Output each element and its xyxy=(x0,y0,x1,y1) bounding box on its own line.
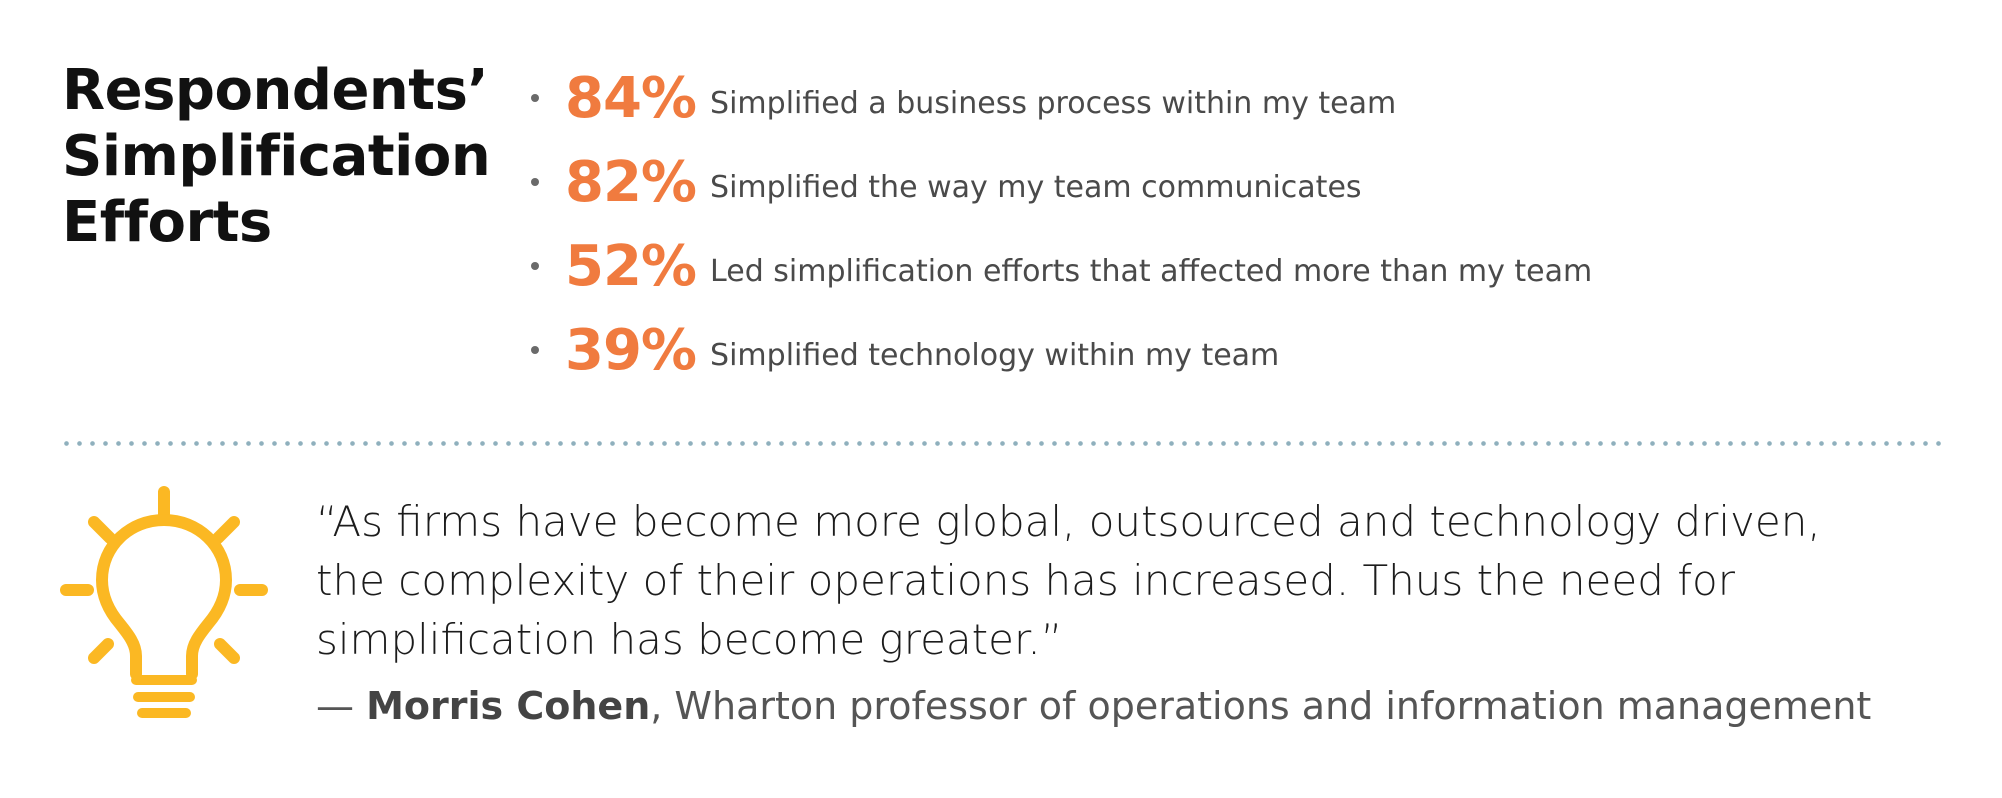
section-title-line-1: Respondents’ xyxy=(62,58,489,123)
stat-label: Led simplification efforts that affected… xyxy=(710,253,1593,289)
stat-item: 39% Simplified technology within my team xyxy=(520,308,1592,392)
section-title: Respondents’ Simplification Efforts xyxy=(62,58,502,256)
dotted-divider xyxy=(60,441,1948,446)
quote-line-3: simplification has become greater.” xyxy=(316,615,1063,664)
quote-author: Morris Cohen xyxy=(366,684,651,728)
section-title-line-2: Simplification xyxy=(62,124,491,189)
bullet-icon xyxy=(531,262,539,270)
quote-line-1: “As firms have become more global, outso… xyxy=(316,497,1821,546)
stats-list: 84% Simplified a business process within… xyxy=(520,56,1592,392)
stat-percentage: 82% xyxy=(565,149,697,215)
stat-label: Simplified technology within my team xyxy=(710,337,1280,373)
stat-percentage: 52% xyxy=(565,233,697,299)
lightbulb-icon xyxy=(60,486,268,718)
stat-percentage: 84% xyxy=(565,65,697,131)
quote-attribution: — Morris Cohen, Wharton professor of ope… xyxy=(316,684,1956,728)
section-title-line-3: Efforts xyxy=(62,190,272,255)
bullet-icon xyxy=(531,94,539,102)
quote-line-2: the complexity of their operations has i… xyxy=(316,556,1735,605)
stat-percentage: 39% xyxy=(565,317,697,383)
stat-item: 84% Simplified a business process within… xyxy=(520,56,1592,140)
attribution-dash: — xyxy=(316,684,367,728)
bullet-icon xyxy=(531,346,539,354)
stat-label: Simplified a business process within my … xyxy=(710,85,1397,121)
stat-label: Simplified the way my team communicates xyxy=(710,169,1362,205)
stat-item: 82% Simplified the way my team communica… xyxy=(520,140,1592,224)
stat-item: 52% Led simplification efforts that affe… xyxy=(520,224,1592,308)
quote-text: “As firms have become more global, outso… xyxy=(316,492,1956,669)
bullet-icon xyxy=(531,178,539,186)
author-title: , Wharton professor of operations and in… xyxy=(650,684,1872,728)
